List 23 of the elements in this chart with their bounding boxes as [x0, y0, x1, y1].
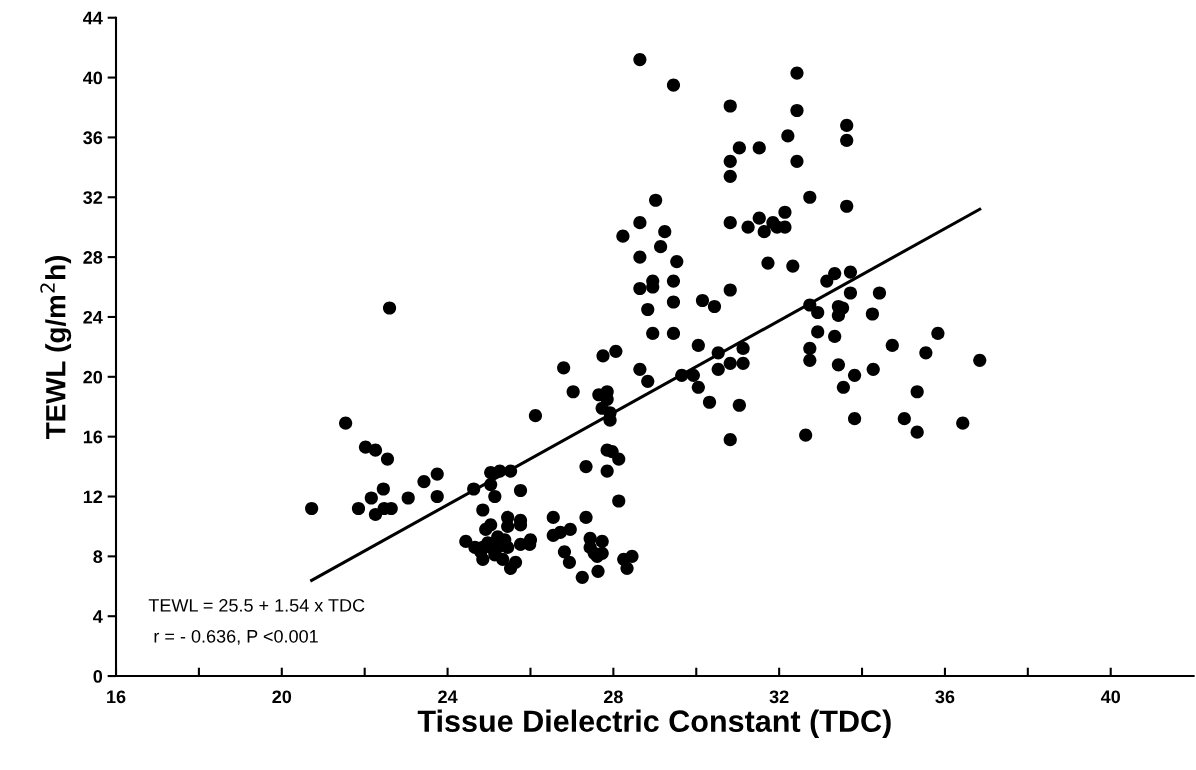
y-tick-label: 44 — [83, 11, 103, 25]
y-tick-label: 16 — [83, 430, 103, 444]
x-tick-label: 28 — [603, 690, 623, 704]
annotation: r = - 0.636, P <0.001 — [154, 629, 318, 645]
x-tick-label: 36 — [935, 690, 955, 704]
y-tick-label: 32 — [83, 191, 103, 205]
annotation: TEWL = 25.5 + 1.54 x TDC — [148, 598, 365, 612]
y-tick-label: 36 — [83, 131, 103, 145]
y-axis-title: TEWL (g/m$^{2}$h) — [40, 255, 72, 439]
x-tick-label: 32 — [769, 690, 789, 704]
x-tick-label: 20 — [272, 690, 292, 704]
x-tick-label: 40 — [1100, 690, 1121, 704]
y-tick-label: 28 — [83, 251, 103, 264]
x-axis-title: Tissue Dielectric Constant (TDC) — [417, 709, 891, 739]
y-tick-label: 4 — [93, 610, 103, 623]
y-tick-label: 40 — [83, 71, 103, 85]
y-tick-label: 8 — [93, 550, 103, 564]
x-tick-label: 24 — [438, 690, 458, 704]
y-tick-label: 20 — [83, 370, 103, 384]
y-tick-label: 24 — [83, 310, 103, 324]
x-tick-label: 16 — [107, 690, 126, 704]
y-tick-label: 12 — [83, 490, 103, 504]
y-tick-label: 0 — [93, 669, 103, 683]
